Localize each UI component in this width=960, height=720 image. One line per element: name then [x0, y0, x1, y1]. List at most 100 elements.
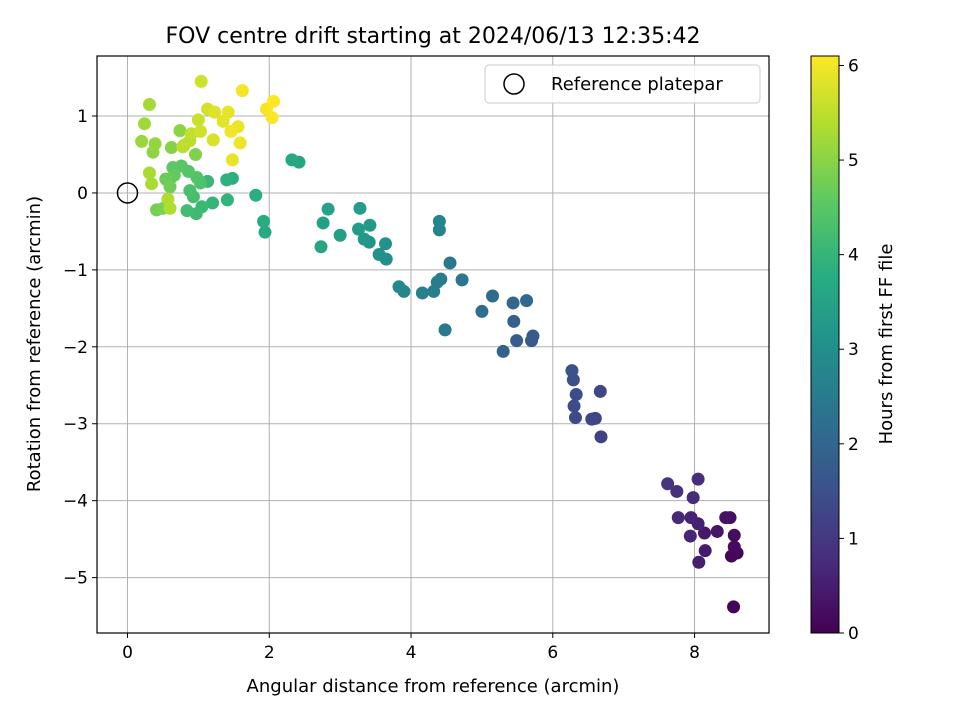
data-point — [496, 344, 510, 358]
data-point — [220, 173, 234, 187]
legend-marker-reference — [503, 73, 525, 95]
data-point — [594, 430, 608, 444]
grid-lines — [97, 56, 769, 633]
legend: Reference platepar — [484, 64, 761, 104]
colorbar-tick-label: 2 — [848, 435, 859, 455]
colorbar-tick-label: 1 — [848, 529, 859, 549]
data-point — [670, 484, 684, 498]
colorbar-tick-label: 0 — [848, 624, 859, 644]
data-point — [565, 364, 579, 378]
data-point — [567, 399, 581, 413]
data-point — [697, 526, 711, 540]
colorbar-tick-label: 6 — [848, 56, 859, 76]
data-point — [208, 105, 222, 119]
colorbar-tick-label: 3 — [848, 340, 859, 360]
data-point — [224, 124, 238, 138]
colorbar-tick-label: 4 — [848, 246, 859, 266]
y-tick-label: −2 — [63, 338, 88, 358]
data-point — [321, 202, 335, 216]
x-tick-label: 2 — [264, 643, 275, 663]
legend-label-reference: Reference platepar — [551, 74, 723, 95]
plot-frame — [96, 55, 770, 634]
data-point — [221, 105, 235, 119]
data-point — [506, 296, 520, 310]
data-point — [727, 600, 741, 614]
data-point — [588, 411, 602, 425]
data-point — [392, 280, 406, 294]
colorbar-ticks: 0 1 2 3 4 5 6 — [839, 56, 859, 644]
data-point — [510, 334, 524, 348]
data-point — [180, 204, 194, 218]
data-point — [691, 472, 705, 486]
data-point — [142, 166, 156, 180]
data-point — [683, 529, 697, 543]
colorbar-gradient — [810, 55, 840, 634]
y-tick-label: −4 — [63, 492, 88, 512]
data-point — [193, 124, 207, 138]
x-axis-ticks: 0 2 4 6 8 — [122, 633, 700, 663]
chart-title: FOV centre drift starting at 2024/06/13 … — [166, 24, 701, 49]
y-tick-label: −3 — [63, 415, 88, 435]
data-point — [719, 511, 733, 525]
data-point — [225, 153, 239, 167]
data-point — [163, 201, 177, 215]
data-point — [671, 511, 685, 525]
data-point — [333, 228, 347, 242]
data-point — [265, 111, 279, 125]
data-point — [145, 177, 159, 191]
data-point — [710, 524, 724, 538]
data-point — [686, 491, 700, 505]
data-point — [520, 294, 534, 308]
data-point — [233, 136, 247, 150]
data-point — [176, 140, 190, 154]
data-point — [432, 214, 446, 228]
data-point — [455, 273, 469, 287]
data-point — [661, 477, 675, 491]
data-point — [352, 222, 366, 236]
data-point — [137, 117, 151, 131]
data-points — [135, 74, 744, 614]
data-point — [148, 137, 162, 151]
reference-platepar-marker — [116, 182, 139, 204]
data-point — [285, 153, 299, 167]
data-point — [692, 555, 706, 569]
data-point — [249, 188, 263, 202]
x-tick-label: 8 — [689, 643, 700, 663]
data-point — [206, 196, 220, 210]
data-point — [363, 218, 377, 232]
data-point — [220, 193, 234, 207]
data-point — [593, 384, 607, 398]
data-point — [727, 528, 741, 542]
data-point — [135, 134, 149, 148]
data-point — [379, 237, 393, 251]
data-point — [267, 94, 281, 108]
data-point — [142, 97, 156, 111]
data-point — [194, 74, 208, 88]
data-point — [164, 141, 178, 155]
data-point — [438, 323, 452, 337]
data-point — [357, 232, 371, 246]
data-point — [206, 133, 220, 147]
y-tick-label: −1 — [63, 261, 88, 281]
data-point — [191, 113, 205, 127]
data-point — [698, 544, 712, 558]
data-point — [569, 388, 583, 402]
y-axis-ticks: −5 −4 −3 −2 −1 0 1 — [63, 107, 97, 589]
data-point — [316, 216, 330, 230]
data-point — [684, 511, 698, 525]
data-point — [173, 124, 187, 138]
legend-box — [484, 64, 761, 104]
data-point — [443, 256, 457, 270]
data-point — [235, 84, 249, 98]
data-point — [258, 225, 272, 239]
x-axis-label: Angular distance from reference (arcmin) — [247, 676, 620, 697]
y-axis-label: Rotation from reference (arcmin) — [24, 196, 45, 492]
data-point — [507, 314, 521, 328]
colorbar-label: Hours from first FF file — [876, 244, 897, 445]
data-point — [372, 247, 386, 261]
reference-marker-group — [116, 182, 139, 204]
colorbar: 0 1 2 3 4 5 6 Hours from first FF file — [810, 55, 897, 644]
data-point — [727, 540, 741, 554]
y-tick-label: 0 — [77, 184, 88, 204]
